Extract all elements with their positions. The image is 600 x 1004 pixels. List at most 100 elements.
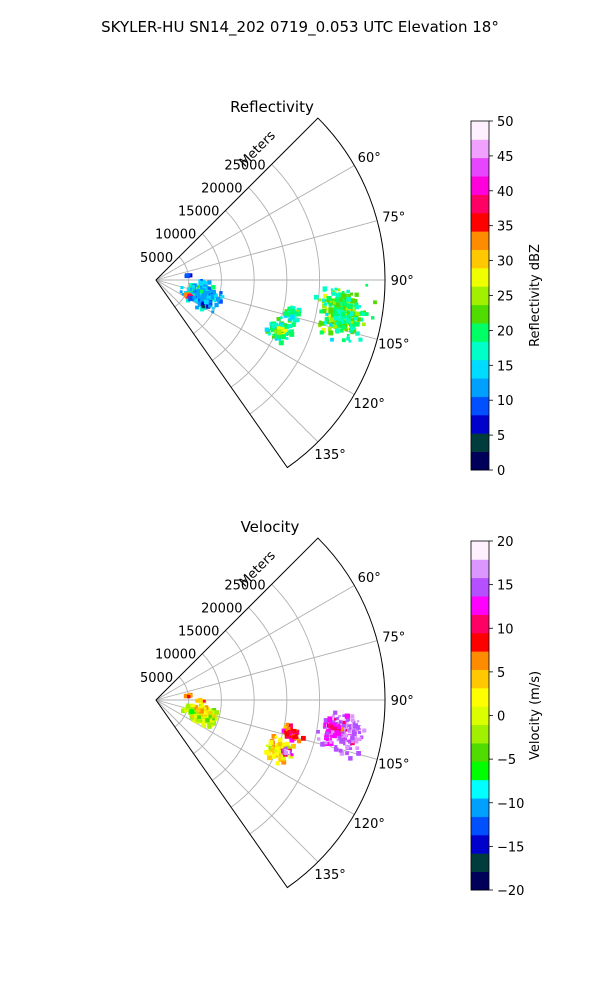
echo-cell [329, 724, 334, 729]
echo-cell [289, 329, 294, 335]
angle-tick-label: 60° [358, 151, 381, 166]
echo-cell [272, 333, 276, 337]
echo-cell [342, 717, 346, 720]
echo-cell [325, 307, 329, 311]
echo-cell [185, 705, 191, 710]
echo-cell [271, 734, 277, 739]
echo-cell [338, 324, 343, 329]
colorbar-segment [471, 834, 489, 854]
echo-cell [356, 317, 361, 322]
echo-cell [211, 285, 216, 290]
angle-gridline [155, 220, 378, 281]
echo-cell [212, 714, 216, 718]
echo-cell [339, 328, 344, 333]
colorbar-segment [471, 176, 489, 195]
echo-cell [285, 324, 289, 328]
echo-cell [284, 741, 290, 747]
range-ring [174, 676, 190, 728]
range-tick-label: 5000 [140, 251, 173, 266]
echo-cell [351, 321, 356, 327]
range-ring [193, 233, 222, 334]
echo-cell [351, 311, 355, 315]
colorbar-segment [471, 121, 489, 140]
echo-cell [204, 281, 208, 284]
echo-cell [355, 311, 359, 315]
angle-gridline [155, 699, 319, 863]
echo-cell [337, 309, 341, 312]
colorbar-segment [471, 304, 489, 324]
echo-cell [356, 720, 360, 723]
echo-cell [347, 735, 351, 738]
colorbar-segment [471, 871, 489, 891]
echo-cell [333, 718, 337, 721]
echo-cell [286, 745, 291, 751]
echo-cell [354, 321, 360, 327]
echo-cell [276, 335, 281, 339]
echo-cell [203, 290, 208, 296]
echo-cell [283, 312, 287, 316]
echo-cell [278, 738, 283, 743]
reflectivity-polar-frame [155, 117, 386, 469]
colorbar-segment [471, 559, 489, 579]
echo-cell [321, 308, 327, 314]
echo-cell [324, 299, 327, 302]
figure-suptitle: SKYLER-HU SN14_202 0719_0.053 UTC Elevat… [101, 18, 499, 37]
echo-cell [328, 302, 333, 307]
echo-cell [323, 722, 328, 728]
echo-cell [330, 309, 334, 313]
echo-cell [350, 739, 354, 744]
echo-cell [210, 720, 214, 724]
echo-cell [329, 300, 333, 303]
echo-cell [271, 753, 275, 758]
echo-cell [281, 745, 285, 748]
echo-cell [337, 715, 341, 719]
echo-cell [274, 329, 279, 334]
echo-cell [350, 326, 354, 331]
echo-cell [333, 305, 336, 308]
colorbar-segment [471, 433, 489, 453]
echo-cell [344, 737, 347, 741]
echo-cell [322, 298, 326, 302]
echo-cell [198, 302, 203, 307]
echo-cell [355, 746, 360, 750]
echo-cell [187, 293, 192, 298]
echo-cell [205, 713, 211, 719]
echo-cell [203, 707, 207, 711]
echo-cell [207, 724, 212, 729]
echo-cell [329, 323, 333, 326]
echo-cell [347, 314, 352, 319]
echo-cell [335, 321, 339, 325]
echo-cell [362, 322, 366, 327]
range-tick-label: 20000 [201, 602, 242, 617]
echo-cell [197, 295, 201, 299]
echo-cell [280, 316, 283, 320]
echo-cell [200, 699, 204, 703]
echo-cell [196, 292, 200, 296]
echo-cell [335, 292, 341, 298]
echo-cell [218, 299, 223, 304]
echo-cell [342, 299, 346, 303]
echo-cell [281, 332, 286, 338]
range-tick-label: 20000 [201, 182, 242, 197]
echo-cell [285, 722, 289, 727]
echo-cell [202, 724, 207, 729]
echo-cell [275, 752, 278, 756]
range-ring [230, 187, 288, 388]
echo-cell [285, 312, 289, 316]
echo-cell [200, 714, 204, 717]
range-tick-label: 15000 [178, 205, 219, 220]
echo-cell [279, 327, 285, 332]
angle-tick-label: 105° [378, 758, 409, 773]
echo-cell [333, 324, 339, 329]
echo-cell [346, 318, 351, 323]
echo-cell [279, 745, 283, 749]
echo-cell [323, 293, 328, 299]
echo-cell [284, 309, 288, 313]
colorbar-tick-label: 35 [497, 220, 514, 235]
echo-cell [198, 699, 201, 703]
echo-cell [330, 318, 335, 323]
colorbar-tick-label: 15 [497, 359, 514, 374]
echo-cell [195, 305, 199, 310]
echo-cell [349, 292, 353, 296]
echo-cell [323, 302, 327, 306]
